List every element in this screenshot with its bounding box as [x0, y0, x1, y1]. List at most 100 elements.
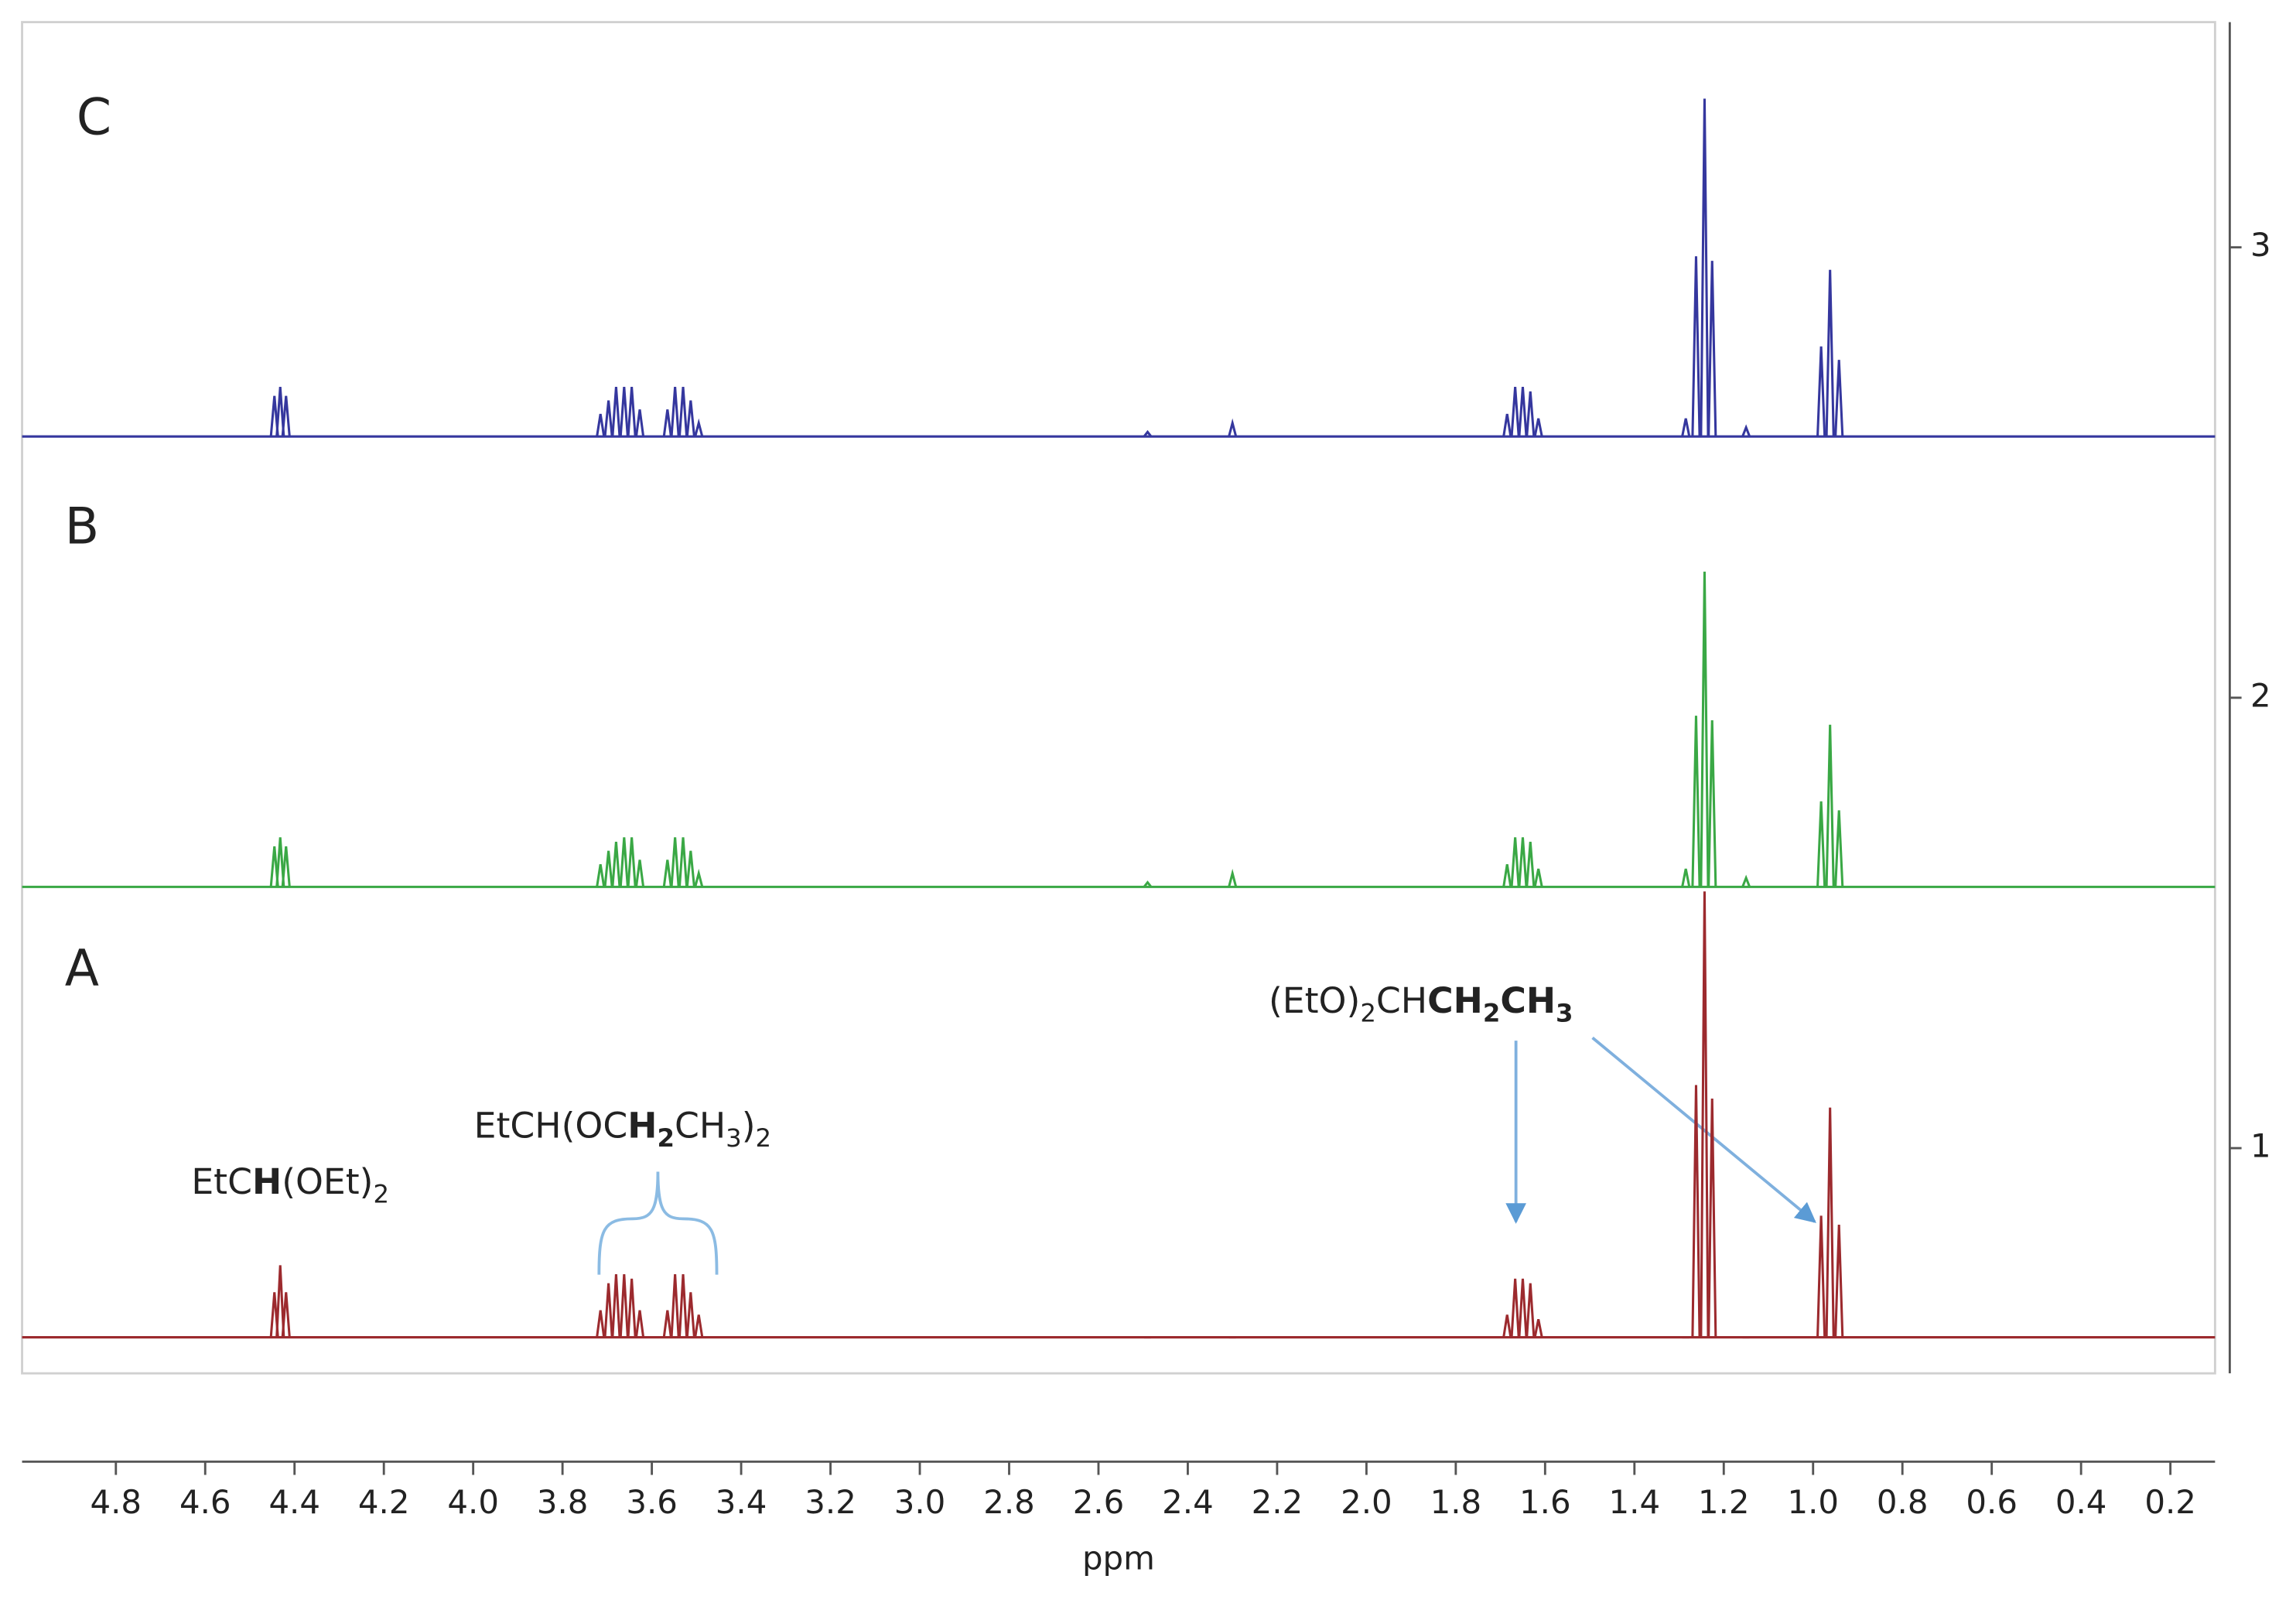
spectrum-peak — [627, 387, 637, 437]
spectrum-peak — [694, 868, 704, 887]
spectrum-peak — [1681, 418, 1691, 437]
spectrum-peak — [1143, 880, 1153, 888]
spectrum-peak — [619, 387, 629, 437]
spectrum-peak — [611, 387, 621, 437]
x-tick-label: 3.6 — [626, 1483, 678, 1521]
x-tick-label: 1.0 — [1787, 1483, 1839, 1521]
spectrum-peak — [619, 837, 629, 887]
spectrum-peak — [275, 1265, 285, 1338]
bracket — [597, 1171, 719, 1275]
spectrum-peak — [1834, 810, 1844, 887]
spectrum-peak — [281, 1292, 291, 1338]
spectrum-peak — [1816, 801, 1826, 887]
x-tick-label: 3.2 — [805, 1483, 856, 1521]
spectrum-peak — [611, 842, 621, 887]
spectrum-peak — [1700, 571, 1710, 887]
spectrum-peak — [1691, 256, 1701, 437]
spectrum-peak — [670, 1273, 680, 1338]
spectrum-label: C — [77, 89, 111, 147]
spectrum-peak — [1502, 413, 1512, 437]
x-tick-label: 0.4 — [2055, 1483, 2107, 1521]
spectrum-label: B — [65, 498, 99, 556]
spectrum-peak — [1700, 891, 1710, 1338]
spectrum-peak — [1691, 716, 1701, 887]
spectrum-peak — [596, 413, 606, 437]
spectrum-peak — [611, 1273, 621, 1338]
annotation: EtCH(OCH2CH3)2 — [474, 1106, 772, 1153]
x-tick-label: 1.4 — [1609, 1483, 1661, 1521]
spectrum-peak — [627, 837, 637, 887]
spectrum-peak — [678, 1273, 688, 1338]
spectrum-peak — [1825, 724, 1835, 887]
x-tick-label: 2.4 — [1162, 1483, 1214, 1521]
x-tick-label: 4.2 — [358, 1483, 410, 1521]
spectrum-peak — [1700, 98, 1710, 437]
x-tick-label: 4.4 — [268, 1483, 320, 1521]
spectrum-peak — [1741, 874, 1751, 887]
spectrum-peak — [1502, 864, 1512, 887]
spectrum-peak — [1834, 360, 1844, 437]
spectrum-peak — [685, 1292, 695, 1338]
x-tick-label: 4.8 — [91, 1483, 142, 1521]
annotation: (EtO)2CHCH2CH3 — [1269, 980, 1573, 1027]
spectrum-peak — [634, 409, 645, 437]
x-tick-label: 0.6 — [1966, 1483, 2018, 1521]
spectrum-peak — [1143, 429, 1153, 438]
x-tick-label: 0.8 — [1877, 1483, 1929, 1521]
x-tick-label: 2.2 — [1252, 1483, 1303, 1521]
spectrum-peak — [275, 837, 285, 887]
spectrum-peak — [1526, 391, 1536, 437]
spectrum-peak — [662, 1310, 672, 1338]
spectrum-peak — [634, 860, 645, 887]
spectrum-peak — [1834, 1224, 1844, 1338]
x-tick-label: 1.2 — [1698, 1483, 1750, 1521]
spectrum-peak — [1825, 1107, 1835, 1338]
plot-frame — [21, 21, 2216, 1375]
spectrum-peak — [1691, 1085, 1701, 1338]
spectrum-peak — [1526, 1283, 1536, 1338]
spectrum-peak — [281, 846, 291, 887]
y-tick-label: 3 — [2250, 226, 2271, 264]
spectrum-peak — [1518, 1278, 1528, 1338]
spectrum-peak — [1816, 1215, 1826, 1338]
x-tick-label: 2.6 — [1073, 1483, 1125, 1521]
spectrum-peak — [1518, 387, 1528, 437]
x-tick-label: 0.2 — [2144, 1483, 2196, 1521]
spectrum-peak — [634, 1310, 645, 1338]
spectrum-peak — [1816, 346, 1826, 437]
spectrum-peak — [1533, 868, 1543, 887]
spectrum-peak — [1518, 837, 1528, 887]
x-tick-label: 2.8 — [983, 1483, 1035, 1521]
spectrum-peak — [670, 837, 680, 887]
spectrum-peak — [1526, 842, 1536, 887]
spectrum-peak — [1707, 719, 1717, 887]
spectrum-peak — [1510, 837, 1520, 887]
spectrum-label: A — [65, 939, 99, 997]
x-tick-label: 4.0 — [447, 1483, 499, 1521]
spectrum-peak — [1533, 1318, 1543, 1338]
spectrum-peak — [1533, 418, 1543, 437]
spectrum-peak — [1707, 261, 1717, 437]
y-tick-label: 2 — [2250, 676, 2271, 714]
x-tick-label: 3.4 — [716, 1483, 767, 1521]
spectrum-peak — [275, 387, 285, 437]
spectrum-peak — [603, 1283, 613, 1338]
spectrum-peak — [678, 837, 688, 887]
spectrum-peak — [1228, 418, 1238, 437]
spectrum-peak — [596, 1310, 606, 1338]
spectrum-peak — [627, 1278, 637, 1338]
spectrum-peak — [685, 400, 695, 437]
y-tick-label: 1 — [2250, 1127, 2271, 1165]
spectrum-peak — [1228, 868, 1238, 887]
spectrum-peak — [670, 387, 680, 437]
spectrum-peak — [619, 1273, 629, 1338]
spectrum-peak — [1825, 269, 1835, 437]
x-tick-label: 2.0 — [1341, 1483, 1392, 1521]
spectrum-peak — [1502, 1314, 1512, 1338]
spectrum-peak — [281, 395, 291, 437]
spectrum-peak — [1510, 1278, 1520, 1338]
spectrum-peak — [694, 418, 704, 437]
x-tick-label: 1.8 — [1430, 1483, 1482, 1521]
